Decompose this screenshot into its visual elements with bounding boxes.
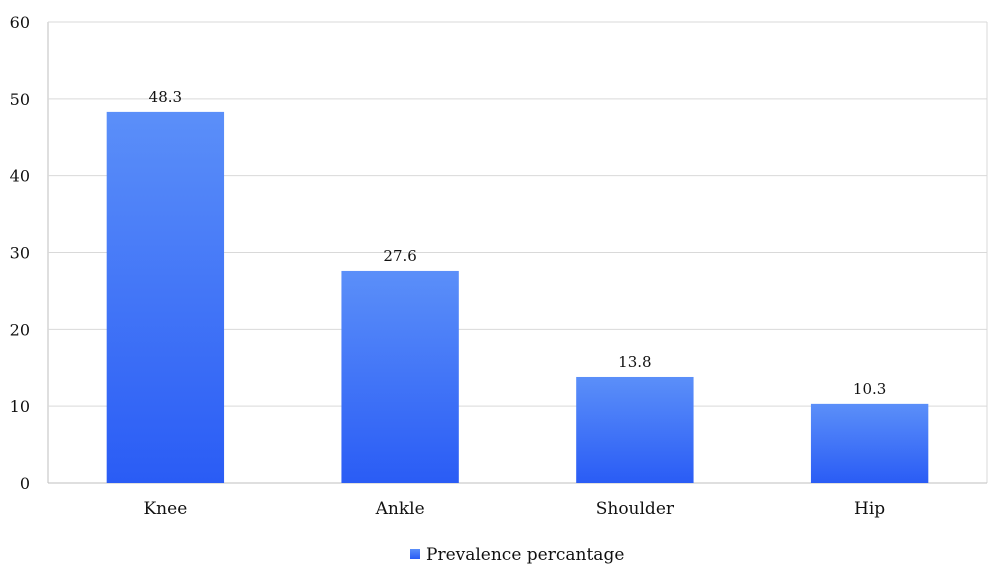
data-labels: 48.3 27.6 13.8 10.3 <box>149 88 887 398</box>
x-tick-label: Knee <box>143 499 187 519</box>
bar-shoulder <box>576 376 694 483</box>
data-label: 10.3 <box>853 380 886 398</box>
x-tick-label: Shoulder <box>596 499 675 519</box>
y-tick-label: 60 <box>10 13 30 32</box>
y-tick-label: 30 <box>10 244 30 263</box>
bar-ankle <box>341 270 459 483</box>
bars <box>106 111 929 484</box>
data-label: 27.6 <box>383 247 416 265</box>
bar-hip <box>810 403 929 483</box>
y-tick-label: 10 <box>10 397 30 416</box>
bar-knee <box>106 111 225 484</box>
y-tick-label: 40 <box>10 167 30 186</box>
y-tick-label: 50 <box>10 90 30 109</box>
data-label: 48.3 <box>149 88 182 106</box>
data-label: 13.8 <box>618 353 651 371</box>
legend-label: Prevalence percantage <box>426 545 624 565</box>
x-tick-label: Hip <box>854 499 885 519</box>
y-tick-label: 20 <box>10 320 30 339</box>
legend: Prevalence percantage <box>410 545 624 565</box>
x-axis-labels: Knee Ankle Shoulder Hip <box>143 499 885 519</box>
x-tick-label: Ankle <box>375 499 425 519</box>
y-tick-label: 0 <box>20 474 30 493</box>
y-axis-ticks: 0 10 20 30 40 50 60 <box>10 13 30 493</box>
legend-swatch <box>410 549 420 559</box>
